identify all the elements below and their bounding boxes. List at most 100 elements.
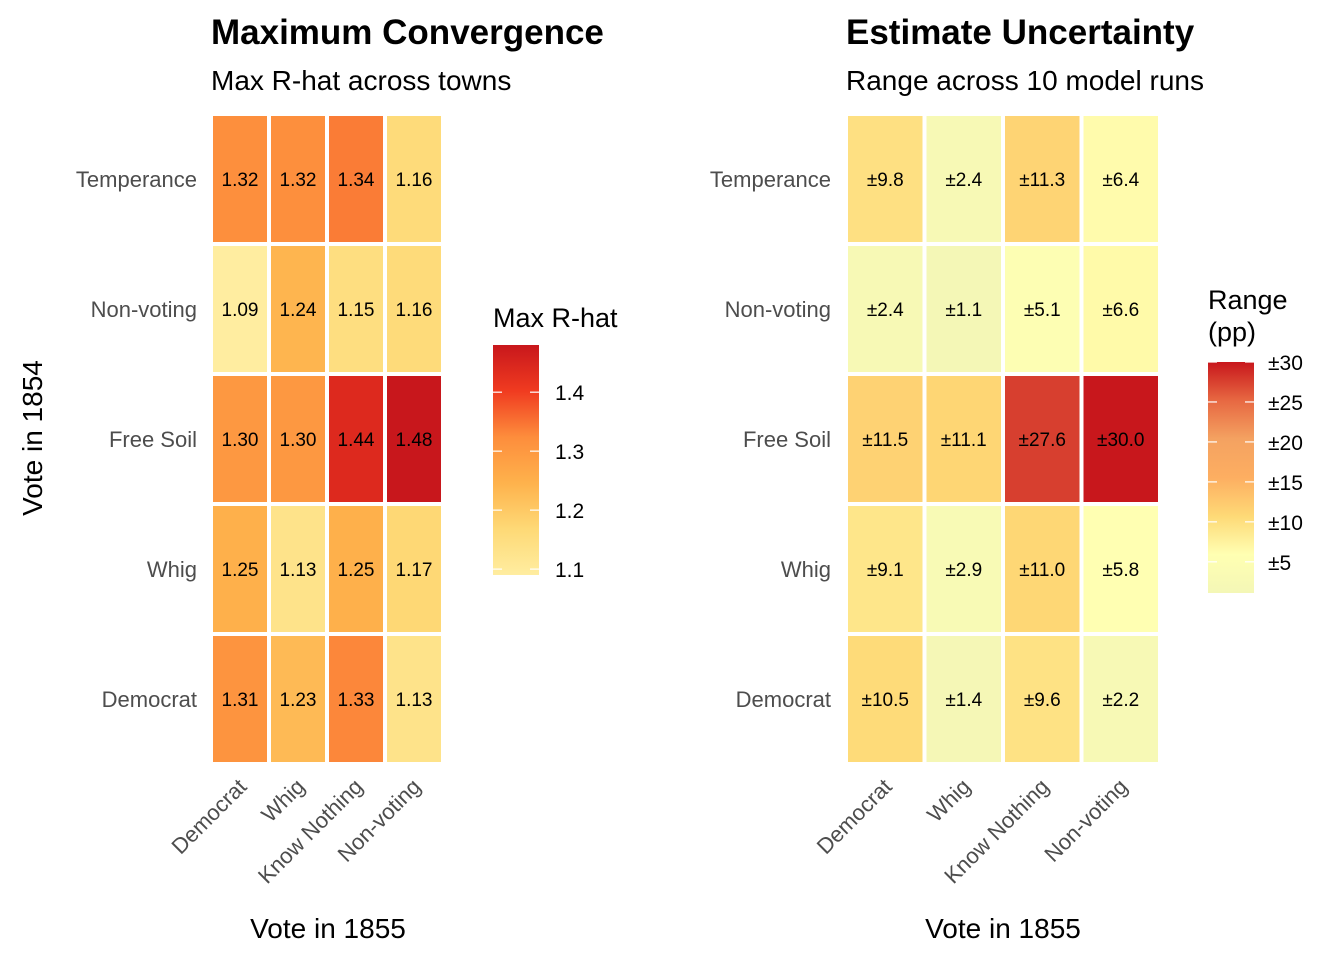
- colorbar-tick-label: 1.3: [555, 441, 584, 464]
- cell-value-label: ±11.5: [862, 430, 908, 451]
- left-panel: Maximum Convergence Max R-hat across tow…: [17, 13, 618, 944]
- heatmap-cell: [271, 246, 325, 372]
- cell-value-label: ±6.4: [1102, 170, 1139, 191]
- heatmap-cell: [387, 116, 441, 242]
- left-subtitle: Max R-hat across towns: [211, 65, 511, 96]
- heatmap-cell: [1005, 116, 1080, 242]
- x-tick-label: Democrat: [812, 774, 897, 859]
- heatmap-cell: [329, 116, 383, 242]
- right-title: Estimate Uncertainty: [846, 13, 1195, 52]
- left-title: Maximum Convergence: [211, 13, 604, 52]
- left-legend: Max R-hat 1.1 1.2 1.3 1.4: [493, 303, 618, 582]
- heatmap-cell: [329, 636, 383, 762]
- y-tick-label: Non-voting: [725, 297, 831, 322]
- heatmap-cell: [848, 376, 923, 502]
- heatmap-cell: [387, 506, 441, 632]
- colorbar-tick-label: ±5: [1268, 552, 1291, 575]
- x-tick-label: Whig: [922, 774, 975, 827]
- y-tick-label: Democrat: [736, 687, 831, 712]
- cell-value-label: ±27.6: [1019, 430, 1066, 451]
- cell-value-label: 1.25: [338, 560, 375, 581]
- heatmap-cell: [926, 376, 1001, 502]
- heatmap-cell: [926, 506, 1001, 632]
- right-subtitle: Range across 10 model runs: [846, 65, 1204, 96]
- y-tick-label: Temperance: [710, 167, 831, 192]
- heatmap-cell: [387, 636, 441, 762]
- x-tick-label: Democrat: [166, 774, 251, 859]
- heatmap-cell: [1005, 506, 1080, 632]
- heatmap-cell: [1005, 636, 1080, 762]
- heatmap-cell: [387, 246, 441, 372]
- cell-value-label: ±5.8: [1102, 560, 1139, 581]
- x-tick-label: Whig: [256, 774, 309, 827]
- heatmap-cell: [1083, 636, 1158, 762]
- cell-value-label: ±9.1: [867, 560, 904, 581]
- heatmap-cell: [213, 636, 267, 762]
- cell-value-label: 1.16: [396, 170, 433, 191]
- colorbar-tick-label: 1.4: [555, 382, 585, 405]
- y-tick-label: Temperance: [76, 167, 197, 192]
- cell-value-label: ±11.0: [1019, 560, 1065, 581]
- y-tick-label: Free Soil: [743, 427, 831, 452]
- heatmap-cell: [848, 506, 923, 632]
- cell-value-label: 1.17: [396, 560, 433, 581]
- colorbar-tick-label: 1.1: [555, 559, 584, 582]
- cell-value-label: ±2.9: [945, 560, 982, 581]
- y-tick-label: Non-voting: [91, 297, 197, 322]
- cell-value-label: ±2.2: [1102, 690, 1139, 711]
- cell-value-label: 1.31: [222, 690, 259, 711]
- cell-value-label: 1.25: [222, 560, 259, 581]
- cell-value-label: 1.24: [280, 300, 317, 321]
- colorbar-tick-label: ±30: [1268, 352, 1303, 375]
- y-tick-label: Whig: [147, 557, 197, 582]
- cell-value-label: ±1.4: [945, 690, 982, 711]
- heatmap-cell: [213, 376, 267, 502]
- right-y-tick-labels: Temperance Non-voting Free Soil Whig Democra…: [710, 167, 831, 712]
- heatmap-cell: [329, 506, 383, 632]
- right-legend-title-line1: Range: [1208, 285, 1288, 315]
- cell-value-label: 1.13: [396, 690, 433, 711]
- heatmap-cell: [329, 376, 383, 502]
- heatmap-cell: [213, 506, 267, 632]
- heatmap-cell: [271, 636, 325, 762]
- right-heatmap-cells: ±9.8 ±2.4 ±11.3 ±6.4 ±2.4 ±1.1 ±5.1 ±6.6 ±11.5 ±1…: [848, 116, 1158, 762]
- left-y-tick-labels: Temperance Non-voting Free Soil Whig Democra…: [76, 167, 197, 712]
- right-x-axis-title: Vote in 1855: [925, 913, 1081, 944]
- heatmap-cell: [271, 376, 325, 502]
- heatmap-cell: [213, 116, 267, 242]
- cell-value-label: 1.15: [338, 300, 375, 321]
- cell-value-label: 1.44: [338, 430, 375, 451]
- heatmap-cell: [271, 506, 325, 632]
- heatmap-cell: [1083, 506, 1158, 632]
- left-heatmap-cells: 1.32 1.32 1.34 1.16 1.09 1.24 1.15 1.16 1.30 1.30…: [213, 116, 441, 762]
- cell-value-label: 1.30: [222, 430, 259, 451]
- y-tick-label: Free Soil: [109, 427, 197, 452]
- left-x-axis-title: Vote in 1855: [250, 913, 406, 944]
- cell-value-label: 1.09: [222, 300, 259, 321]
- cell-value-label: 1.48: [396, 430, 433, 451]
- cell-value-label: 1.13: [280, 560, 317, 581]
- heatmap-cell: [213, 246, 267, 372]
- heatmap-cell: [1083, 246, 1158, 372]
- heatmap-cell: [387, 376, 441, 502]
- cell-value-label: ±9.6: [1024, 690, 1061, 711]
- x-tick-label: Non-voting: [1039, 774, 1132, 867]
- heatmap-cell: [271, 116, 325, 242]
- heatmap-cell: [926, 116, 1001, 242]
- colorbar-tick-label: ±15: [1268, 472, 1303, 495]
- cell-value-label: 1.23: [280, 690, 317, 711]
- cell-value-label: ±11.1: [941, 430, 987, 451]
- colorbar-tick-label: ±20: [1268, 432, 1303, 455]
- heatmap-cell: [848, 116, 923, 242]
- cell-value-label: ±6.6: [1102, 300, 1139, 321]
- colorbar: [1208, 362, 1254, 593]
- cell-value-label: ±2.4: [945, 170, 982, 191]
- right-panel: Estimate Uncertainty Range across 10 mod…: [710, 13, 1303, 944]
- left-legend-title: Max R-hat: [493, 303, 618, 333]
- cell-value-label: ±30.0: [1097, 430, 1144, 451]
- cell-value-label: 1.34: [338, 170, 375, 191]
- heatmap-cell: [926, 246, 1001, 372]
